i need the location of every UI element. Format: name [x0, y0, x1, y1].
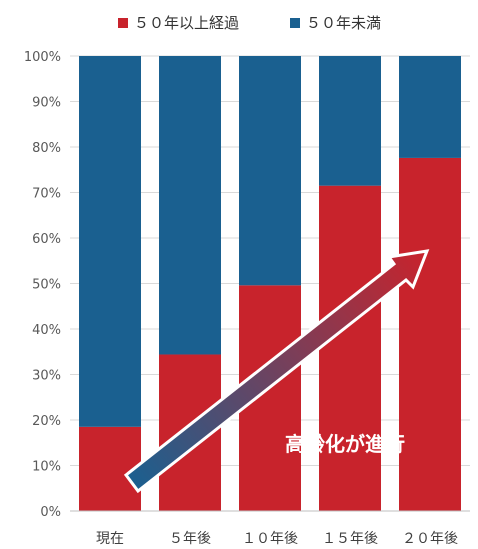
bar-segment-over-50 — [79, 426, 141, 511]
x-tick-label: ５年後 — [169, 531, 211, 547]
x-tick-label: １０年後 — [242, 531, 298, 547]
trend-arrow — [123, 249, 430, 494]
y-tick-label: 40% — [32, 323, 61, 338]
legend-item-under-50: ５０年未満 — [290, 12, 381, 33]
bar-segment-under-50 — [319, 56, 381, 186]
x-tick-label: ２０年後 — [402, 531, 458, 547]
y-tick-label: 100% — [24, 50, 61, 65]
x-tick-label: 現在 — [96, 531, 124, 547]
legend-swatch-over-50 — [118, 17, 128, 28]
y-tick-label: 0% — [40, 505, 61, 520]
legend-label-under-50: ５０年未満 — [306, 14, 382, 32]
y-tick-label: 50% — [32, 278, 61, 293]
y-tick-label: 80% — [32, 141, 61, 156]
y-tick-label: 20% — [32, 414, 61, 429]
y-tick-label: 30% — [32, 369, 61, 384]
bar-segment-over-50 — [319, 185, 381, 512]
legend-label-over-50: ５０年以上経過 — [134, 14, 240, 32]
y-tick-label: 70% — [32, 187, 61, 202]
bar-segment-under-50 — [79, 56, 141, 427]
bar-segment-under-50 — [399, 56, 461, 158]
annotation-label: 高齢化が進行 — [285, 432, 405, 456]
y-tick-label: 90% — [32, 96, 61, 111]
y-tick-label: 10% — [32, 460, 61, 475]
bar-segment-under-50 — [159, 56, 221, 355]
y-tick-label: 60% — [32, 232, 61, 247]
legend: ５０年以上経過 ５０年未満 — [0, 12, 478, 36]
x-tick-label: １５年後 — [322, 531, 378, 547]
legend-item-over-50: ５０年以上経過 — [118, 12, 239, 33]
bar-segment-under-50 — [239, 56, 301, 286]
legend-swatch-under-50 — [290, 17, 300, 28]
bar-segment-over-50 — [399, 157, 461, 512]
